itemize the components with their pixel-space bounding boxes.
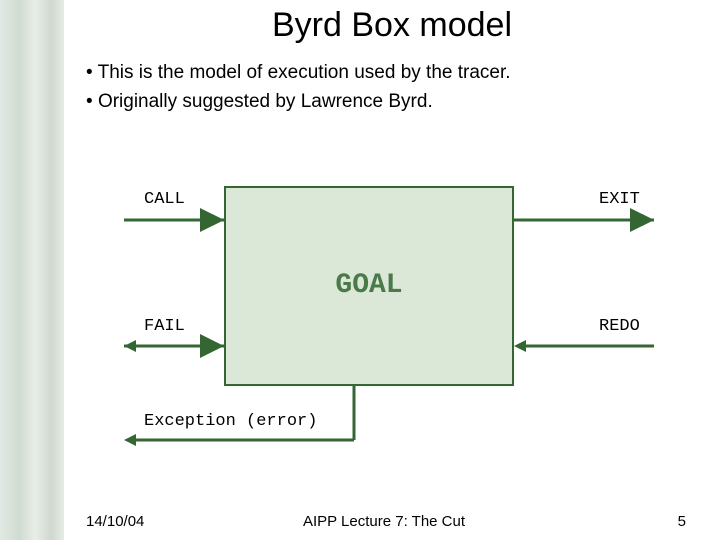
- content-area: Byrd Box model This is the model of exec…: [64, 0, 720, 540]
- bullet-list: This is the model of execution used by t…: [86, 58, 511, 117]
- slide: PROLOG Byrd Box model This is the model …: [0, 0, 720, 540]
- sidebar: PROLOG: [0, 0, 64, 540]
- bullet-item: This is the model of execution used by t…: [86, 58, 511, 87]
- footer-page: 5: [678, 513, 686, 530]
- diagram-arrows: [64, 140, 720, 480]
- page-title: Byrd Box model: [64, 6, 720, 45]
- bullet-item: Originally suggested by Lawrence Byrd.: [86, 87, 511, 116]
- byrd-box-diagram: GOAL CALL EXIT FAIL REDO Exception (erro…: [64, 140, 720, 480]
- footer-lecture: AIPP Lecture 7: The Cut: [64, 513, 704, 530]
